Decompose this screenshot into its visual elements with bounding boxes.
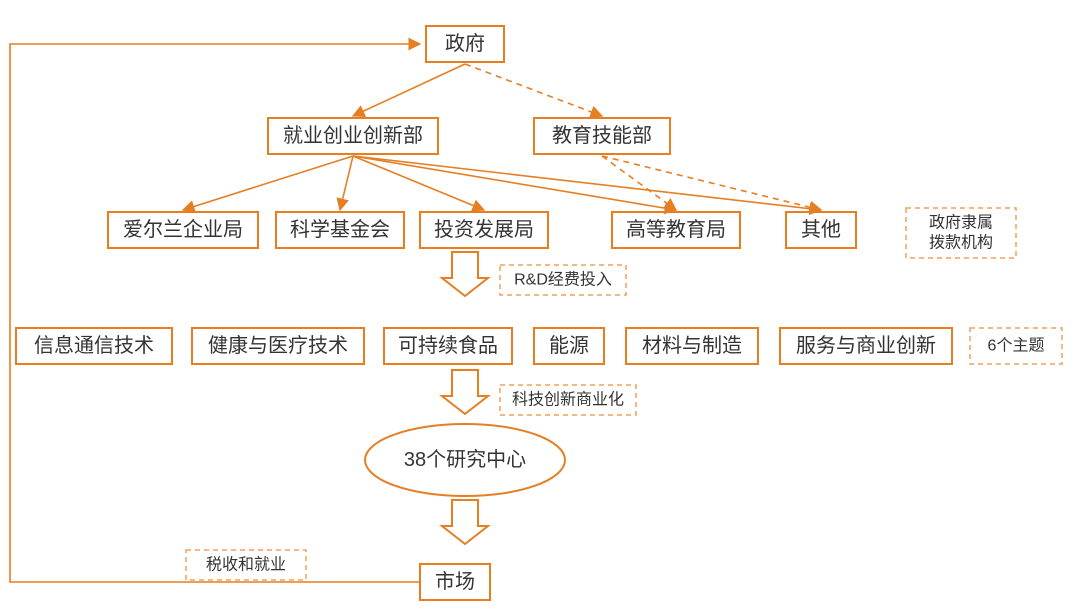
node-label-th6: 服务与商业创新 <box>796 334 936 357</box>
annotation-label-commercial-0: 科技创新商业化 <box>512 391 624 409</box>
node-label-ag1: 爱尔兰企业局 <box>123 218 243 241</box>
annotation-label-tax_jobs-0: 税收和就业 <box>206 556 286 574</box>
edge-dept_b-ag4 <box>602 156 676 210</box>
node-label-market: 市场 <box>435 570 475 593</box>
edge-dept_b-ag5 <box>602 156 821 210</box>
edge-gov-dept_b <box>465 64 602 116</box>
edge-dept_a-ag5 <box>353 156 821 210</box>
edge-dept_a-ag4 <box>353 156 676 210</box>
node-label-research-centers: 38个研究中心 <box>404 448 526 471</box>
annotation-label-gov_agencies-0: 政府隶属 <box>929 214 993 232</box>
node-label-th4: 能源 <box>549 334 589 357</box>
block-arrow <box>442 370 488 414</box>
edge-dept_a-ag2 <box>340 156 353 210</box>
block-arrow <box>442 500 488 544</box>
edge-dept_a-ag1 <box>183 156 353 210</box>
node-label-ag5: 其他 <box>801 218 841 241</box>
node-label-dept_b: 教育技能部 <box>552 124 652 147</box>
node-label-th3: 可持续食品 <box>398 334 498 357</box>
node-label-gov: 政府 <box>445 32 485 55</box>
annotation-label-gov_agencies-1: 拨款机构 <box>929 234 993 252</box>
node-label-ag3: 投资发展局 <box>434 218 534 241</box>
org-flowchart: 政府就业创业创新部 教育技能部爱尔兰企业局 科学基金会 投资发展局 高等教育局 其他信息通… <box>0 0 1080 616</box>
node-label-ag2: 科学基金会 <box>290 218 390 241</box>
node-label-th5: 材料与制造 <box>642 334 742 357</box>
annotation-label-rnd_invest-0: R&D经费投入 <box>514 271 612 289</box>
node-label-ag4: 高等教育局 <box>626 218 726 241</box>
node-label-th1: 信息通信技术 <box>34 334 154 357</box>
node-label-th2: 健康与医疗技术 <box>208 334 348 357</box>
annotation-label-themes-0: 6个主题 <box>988 337 1045 355</box>
edge-gov-dept_a <box>353 64 465 116</box>
block-arrow <box>442 252 488 296</box>
node-label-dept_a: 就业创业创新部 <box>283 124 423 147</box>
